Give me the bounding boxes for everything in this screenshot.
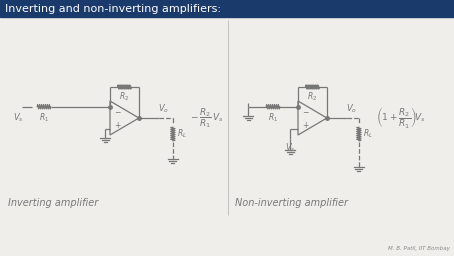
Text: $-$: $-$ <box>302 106 310 115</box>
Bar <box>0 0 454 17</box>
Text: $V_o$: $V_o$ <box>346 102 357 115</box>
Text: Inverting and non-inverting amplifiers:: Inverting and non-inverting amplifiers: <box>5 4 221 14</box>
Text: $V_o$: $V_o$ <box>158 102 169 115</box>
Text: $-\,\dfrac{R_2}{R_1}\,V_s$: $-\,\dfrac{R_2}{R_1}\,V_s$ <box>190 106 223 130</box>
Text: $R_1$: $R_1$ <box>39 111 49 124</box>
Text: $R_L$: $R_L$ <box>177 128 187 140</box>
Text: $V_s$: $V_s$ <box>285 141 296 154</box>
Text: Inverting amplifier: Inverting amplifier <box>8 198 98 208</box>
Text: $R_1$: $R_1$ <box>268 111 278 124</box>
Text: $V_s$: $V_s$ <box>13 112 23 124</box>
Text: $-$: $-$ <box>114 106 122 115</box>
Text: $R_L$: $R_L$ <box>363 128 373 140</box>
Text: $R_2$: $R_2$ <box>119 91 129 103</box>
Text: $R_2$: $R_2$ <box>307 91 317 103</box>
Text: $+$: $+$ <box>302 121 310 131</box>
Text: M. B. Patil, IIT Bombay: M. B. Patil, IIT Bombay <box>388 246 450 251</box>
Text: $\left(1+\dfrac{R_2}{R_1}\right)\!V_s$: $\left(1+\dfrac{R_2}{R_1}\right)\!V_s$ <box>376 105 426 131</box>
Text: $+$: $+$ <box>114 121 122 131</box>
Text: Non-inverting amplifier: Non-inverting amplifier <box>235 198 348 208</box>
